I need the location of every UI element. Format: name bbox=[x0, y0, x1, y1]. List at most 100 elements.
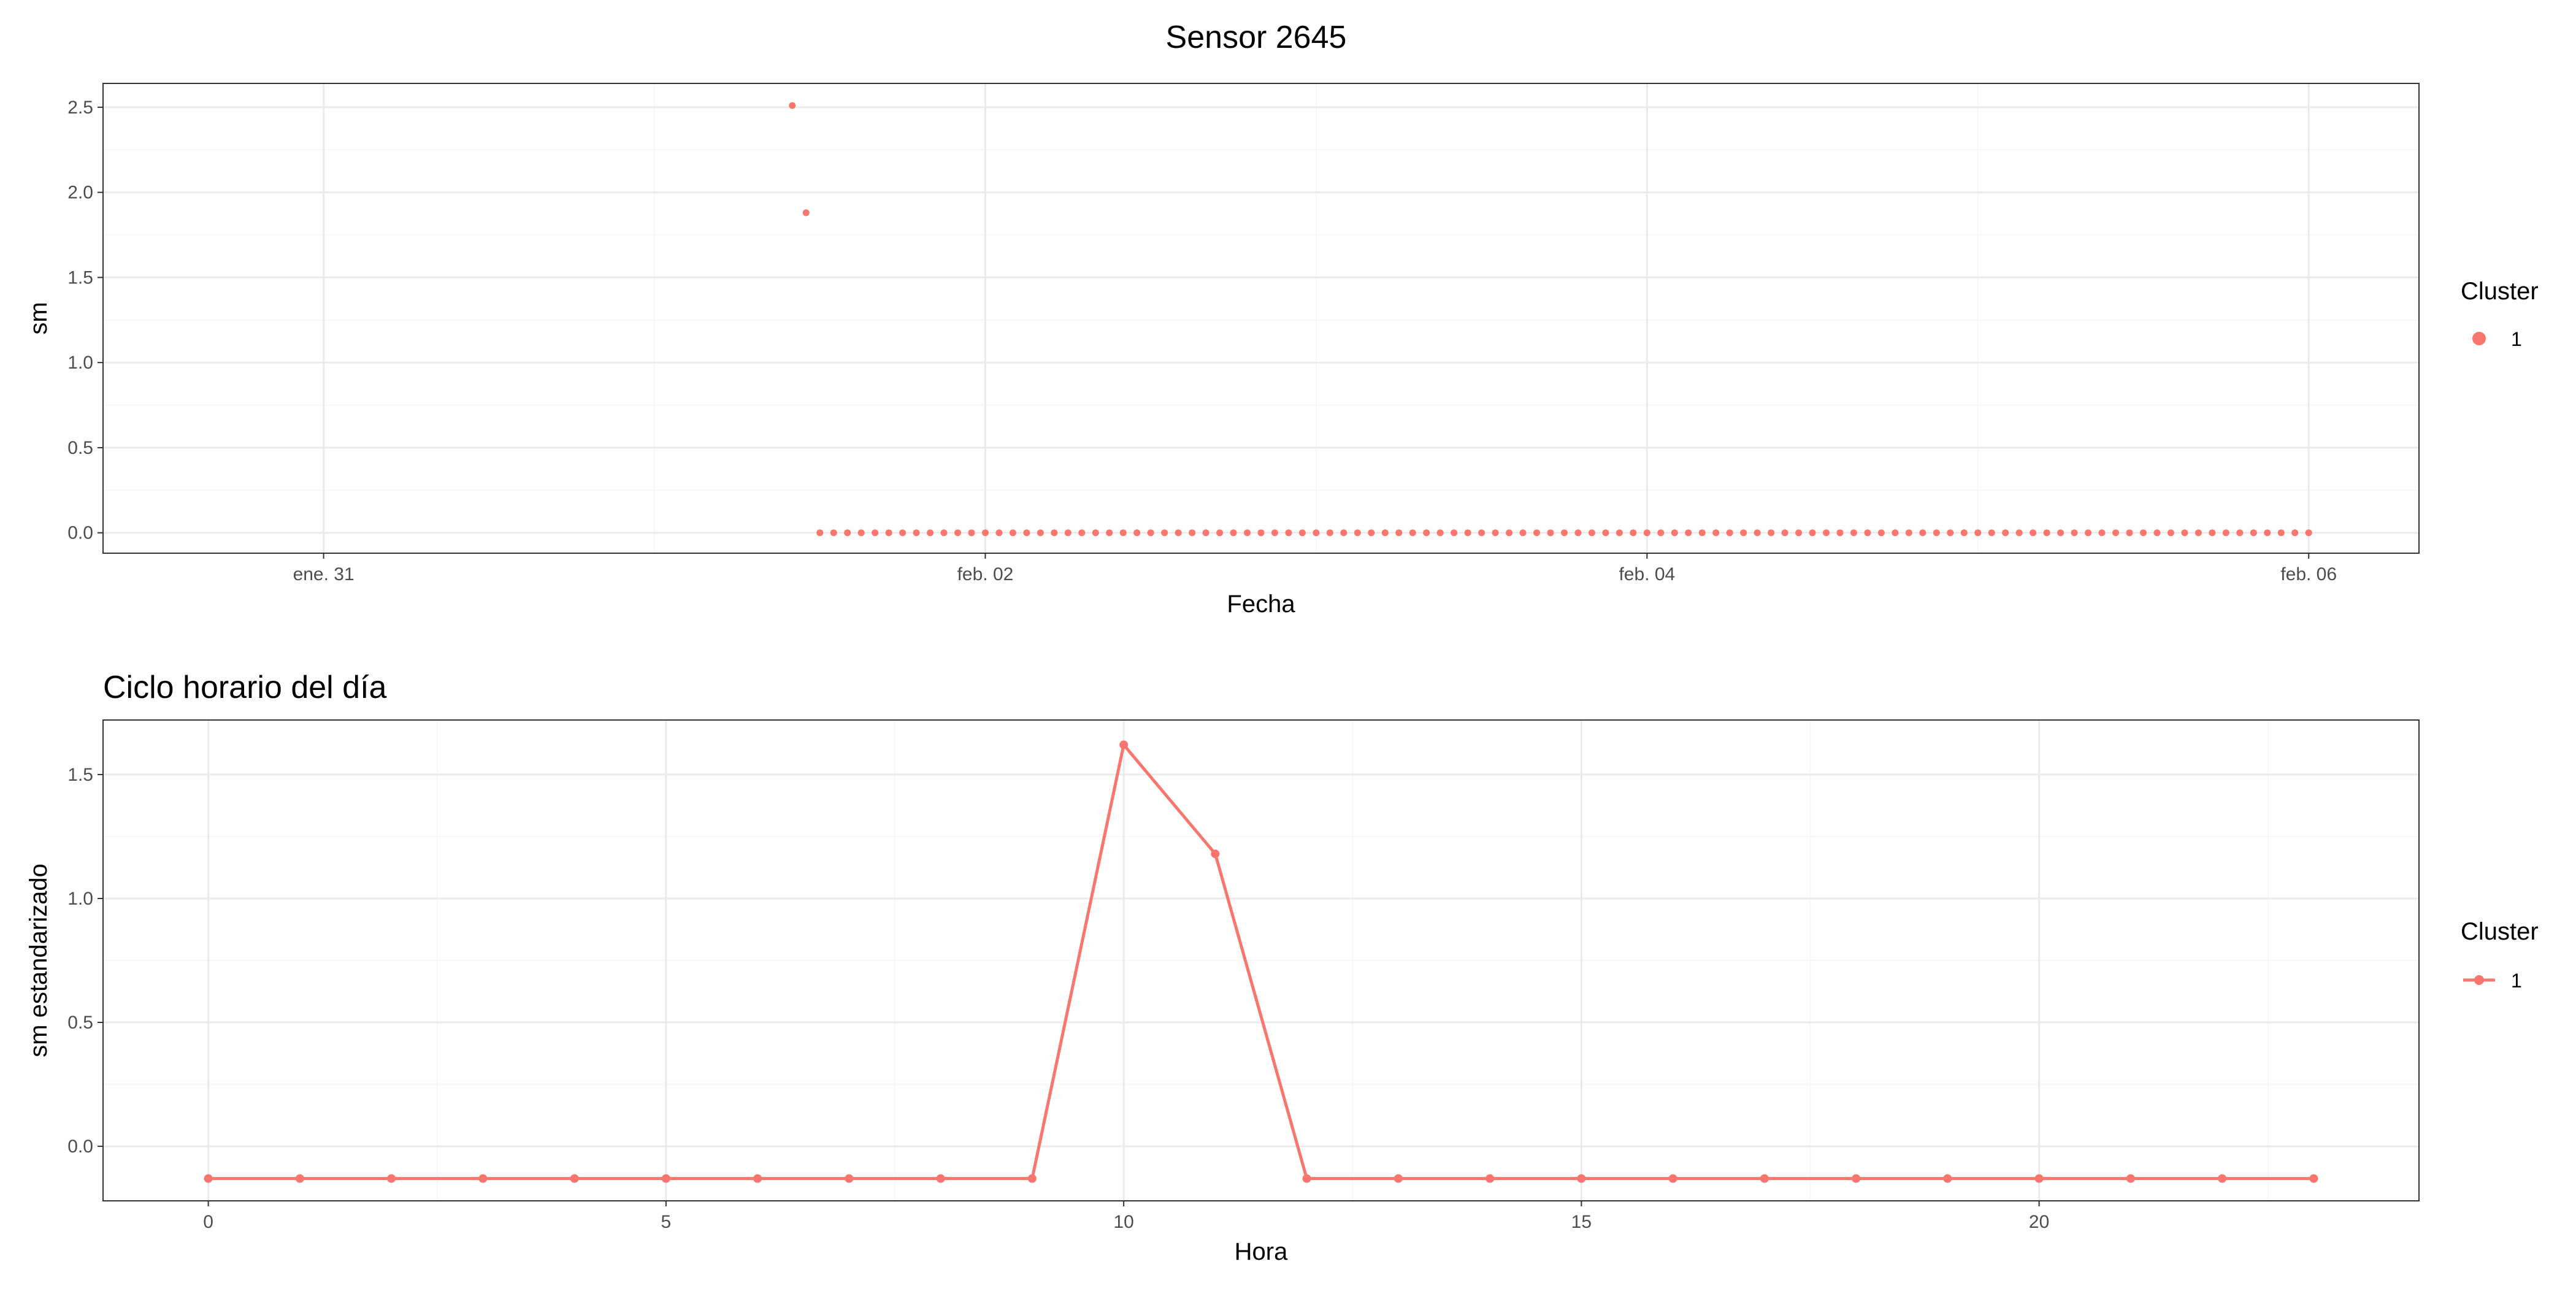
data-point bbox=[802, 209, 810, 216]
legend-label: 1 bbox=[2511, 328, 2522, 350]
data-point bbox=[295, 1174, 304, 1183]
data-point bbox=[1119, 740, 1129, 749]
data-point bbox=[204, 1174, 213, 1183]
data-point bbox=[1698, 529, 1706, 537]
data-point bbox=[1760, 1174, 1769, 1183]
data-point bbox=[1712, 529, 1720, 537]
data-point bbox=[2264, 529, 2271, 537]
data-point bbox=[1588, 529, 1595, 537]
data-point bbox=[1547, 529, 1554, 537]
data-point bbox=[1919, 529, 1926, 537]
data-point bbox=[1409, 529, 1416, 537]
y-tick-label: 0.0 bbox=[67, 1136, 93, 1157]
data-point bbox=[1027, 1174, 1037, 1183]
data-point bbox=[816, 529, 824, 537]
y-tick-label: 0.5 bbox=[67, 1013, 93, 1033]
data-point bbox=[2181, 529, 2188, 537]
y-tick-label: 2.5 bbox=[67, 98, 93, 118]
data-point bbox=[1574, 529, 1582, 537]
panel-border bbox=[102, 83, 2420, 554]
legend-label: 1 bbox=[2511, 970, 2522, 992]
y-tick-label: 2.0 bbox=[67, 183, 93, 203]
data-point bbox=[927, 529, 934, 537]
data-point bbox=[1905, 529, 1912, 537]
data-point bbox=[936, 1174, 945, 1183]
y-tick-label: 0.0 bbox=[67, 523, 93, 543]
data-point bbox=[2195, 529, 2202, 537]
data-point bbox=[1451, 529, 1458, 537]
data-point bbox=[885, 529, 892, 537]
data-point bbox=[2209, 529, 2216, 537]
data-point bbox=[2002, 529, 2009, 537]
data-point bbox=[2071, 529, 2078, 537]
panel-title: Ciclo horario del día bbox=[103, 670, 387, 705]
data-point bbox=[387, 1174, 396, 1183]
data-point bbox=[1354, 529, 1361, 537]
data-point bbox=[1560, 529, 1568, 537]
data-point bbox=[1216, 529, 1224, 537]
data-point bbox=[1202, 529, 1209, 537]
panel-hourly-cycle: 0.0 0.5 1.0 1.5 0 5 10 15 20 Ciclo horario del dí… bbox=[25, 670, 2539, 1265]
data-point bbox=[1298, 529, 1306, 537]
data-point bbox=[940, 529, 948, 537]
data-point bbox=[1864, 529, 1871, 537]
data-point bbox=[1395, 529, 1403, 537]
x-tick-label: feb. 06 bbox=[2280, 564, 2337, 584]
data-point bbox=[1795, 529, 1803, 537]
x-tick-label: ene. 31 bbox=[293, 564, 355, 584]
data-point bbox=[2305, 529, 2312, 537]
data-point bbox=[2030, 529, 2037, 537]
data-point bbox=[1974, 529, 1982, 537]
legend-title: Cluster bbox=[2461, 918, 2539, 945]
data-point bbox=[661, 1174, 670, 1183]
data-point bbox=[1933, 529, 1940, 537]
data-point bbox=[2126, 1174, 2135, 1183]
figure-title: Sensor 2645 bbox=[1166, 20, 1347, 55]
data-point bbox=[981, 529, 989, 537]
data-point bbox=[1836, 529, 1844, 537]
data-point bbox=[1671, 529, 1678, 537]
data-point bbox=[2085, 529, 2092, 537]
data-point bbox=[1271, 529, 1278, 537]
data-point bbox=[1519, 529, 1527, 537]
legend-key-point bbox=[2474, 975, 2484, 985]
data-point bbox=[1630, 529, 1637, 537]
data-point bbox=[478, 1174, 488, 1183]
data-point bbox=[2139, 529, 2147, 537]
data-point bbox=[872, 529, 879, 537]
x-tick-label: 10 bbox=[1113, 1212, 1133, 1232]
y-axis-title: sm bbox=[25, 302, 52, 334]
data-point bbox=[857, 529, 865, 537]
panel-sensor-scatter: 0.0 0.5 1.0 1.5 2.0 2.5 ene. 31 feb. 02 feb. 04 f… bbox=[25, 83, 2539, 618]
data-point bbox=[1577, 1174, 1586, 1183]
data-point bbox=[1230, 529, 1237, 537]
data-point bbox=[1436, 529, 1444, 537]
data-point bbox=[1852, 1174, 1861, 1183]
data-point bbox=[2236, 529, 2244, 537]
data-point bbox=[1947, 529, 1954, 537]
data-point bbox=[2126, 529, 2133, 537]
data-point bbox=[1106, 529, 1113, 537]
data-point bbox=[1244, 529, 1251, 537]
data-point bbox=[1464, 529, 1471, 537]
data-point bbox=[1119, 529, 1127, 537]
data-point bbox=[1381, 529, 1389, 537]
data-point bbox=[844, 529, 851, 537]
x-tick-label: feb. 02 bbox=[957, 564, 1014, 584]
data-point bbox=[1175, 529, 1182, 537]
data-point bbox=[1781, 529, 1788, 537]
panel-border bbox=[102, 719, 2420, 1201]
data-point bbox=[1189, 529, 1196, 537]
data-point bbox=[2034, 1174, 2044, 1183]
data-point bbox=[2057, 529, 2064, 537]
data-point bbox=[789, 102, 796, 109]
data-point bbox=[1943, 1174, 1952, 1183]
x-axis-title: Fecha bbox=[1227, 591, 1295, 618]
data-point bbox=[1147, 529, 1154, 537]
data-point bbox=[1393, 1174, 1403, 1183]
data-point bbox=[1037, 529, 1044, 537]
data-point bbox=[2153, 529, 2161, 537]
data-point bbox=[1485, 1174, 1495, 1183]
